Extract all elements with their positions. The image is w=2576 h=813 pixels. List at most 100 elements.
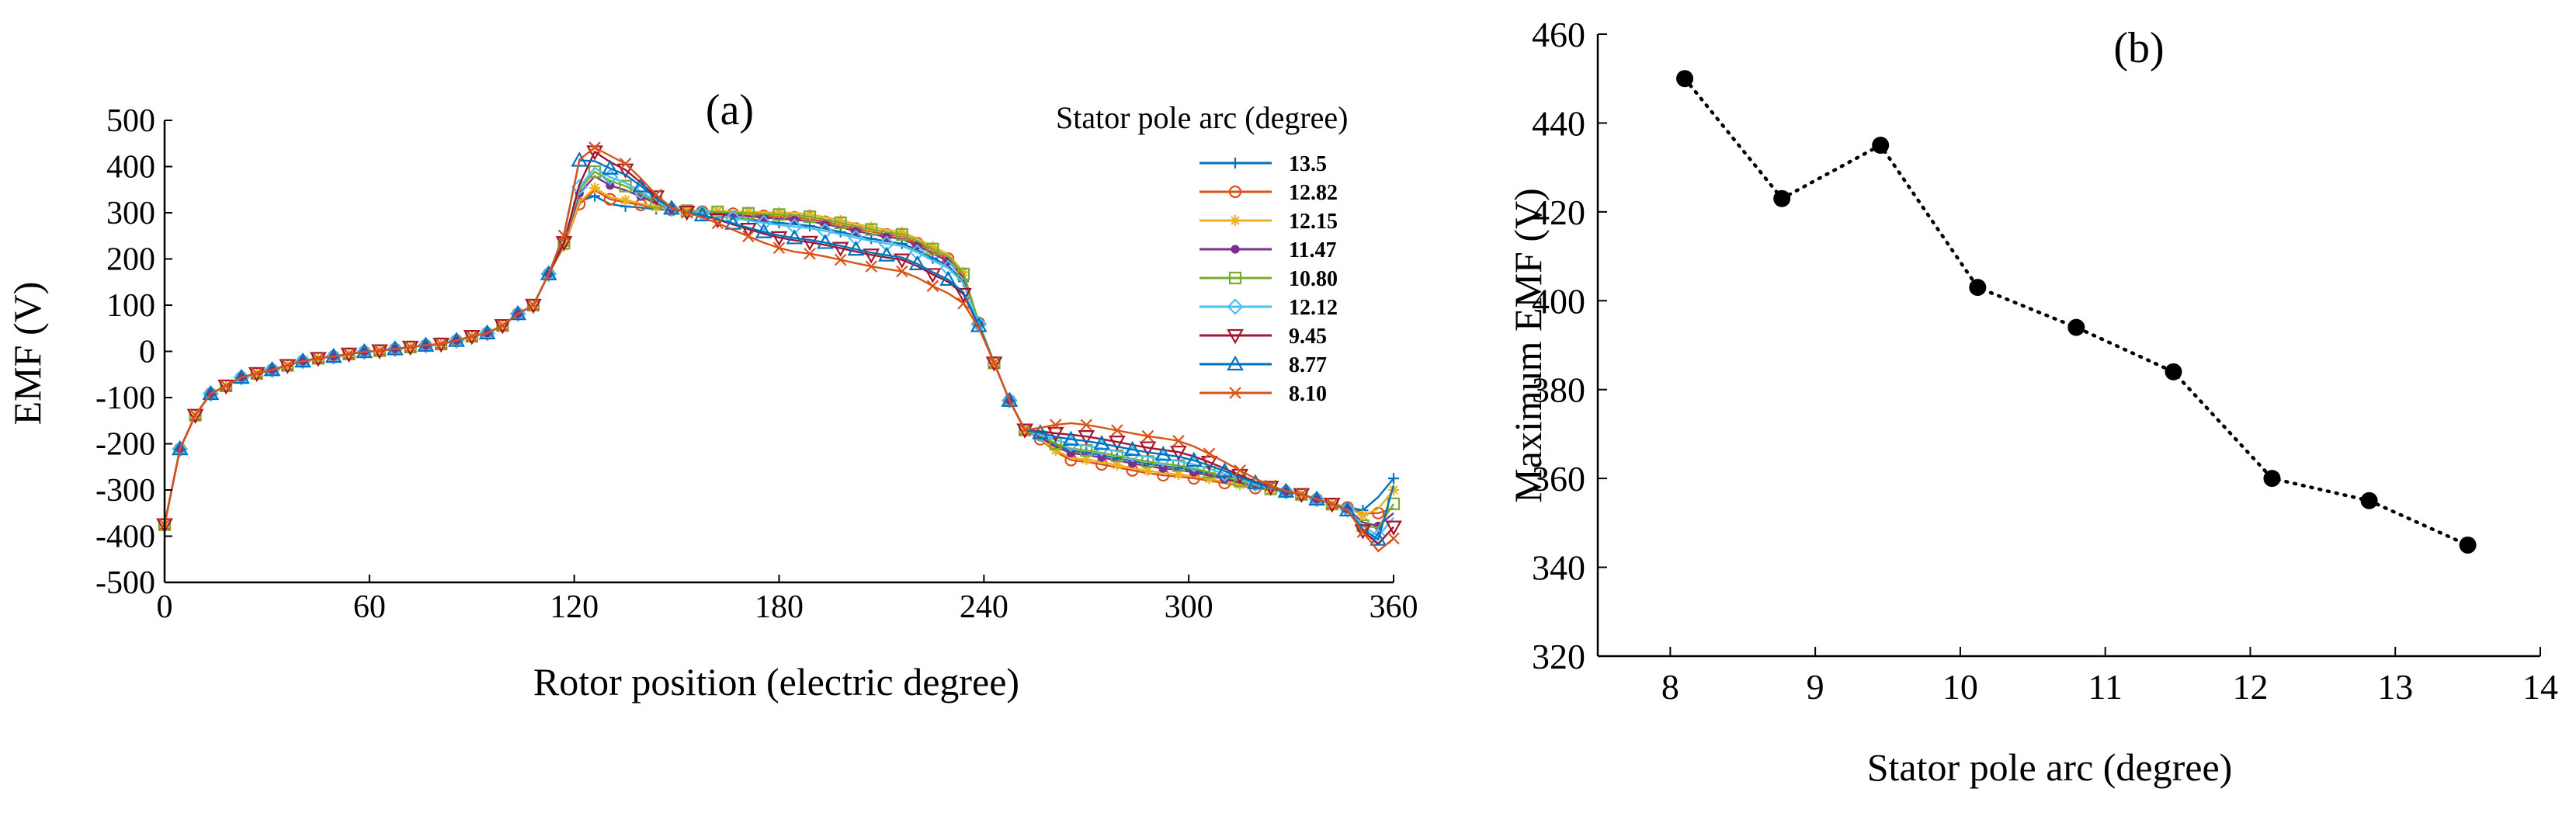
- data-point-marker: [373, 344, 386, 357]
- data-point-marker: [663, 200, 680, 217]
- panel-a-y-tick-label: 200: [106, 242, 155, 278]
- data-point-marker: [865, 260, 877, 273]
- data-point-marker: [741, 207, 755, 220]
- legend-item-13.5: 13.5: [1199, 152, 1327, 176]
- data-point-marker: [312, 352, 325, 365]
- data-point-marker: [171, 440, 189, 456]
- data-point-marker: [325, 348, 342, 365]
- data-point-marker: [816, 234, 834, 249]
- data-point-marker: [909, 244, 926, 261]
- data-point-marker: [755, 214, 772, 231]
- data-point-marker: [356, 343, 373, 360]
- data-point-marker: [770, 231, 788, 247]
- data-point-marker: [955, 287, 972, 304]
- data-point-marker: [1247, 474, 1264, 489]
- data-point-marker: [693, 206, 711, 222]
- legend-item-12.82: 12.82: [1199, 181, 1338, 205]
- panel-b-axes: [1596, 34, 2540, 658]
- data-point-marker: [1227, 328, 1244, 345]
- max-emf-point: [1773, 189, 1791, 207]
- panel-a-x-tick-label: 300: [1165, 589, 1213, 625]
- panel-a-y-tick-label: 400: [106, 150, 155, 186]
- legend-item-8.77: 8.77: [1199, 353, 1327, 377]
- data-point-marker: [1216, 462, 1234, 478]
- data-point-marker: [878, 246, 895, 262]
- data-point-marker: [786, 229, 804, 245]
- panel-a-y-tick-label: 500: [106, 103, 155, 139]
- data-point-marker: [988, 356, 1001, 370]
- data-point-marker: [1172, 468, 1184, 480]
- data-point-marker: [586, 145, 603, 161]
- data-point-marker: [957, 266, 969, 278]
- data-point-marker: [772, 208, 786, 221]
- data-point-marker: [1326, 498, 1338, 510]
- panel-a-x-tick-label: 180: [755, 589, 804, 625]
- data-point-marker: [1123, 440, 1141, 457]
- legend-label: 9.45: [1289, 325, 1327, 349]
- panel-a-y-tick-label: -100: [95, 380, 155, 416]
- panel-b-y-tick-label: 380: [1532, 370, 1585, 410]
- data-point-marker: [1172, 435, 1185, 447]
- legend-label: 13.5: [1289, 152, 1327, 176]
- data-point-marker: [294, 353, 311, 370]
- panel-b-x-tick-label: 10: [1942, 667, 1978, 707]
- data-point-marker: [835, 214, 846, 226]
- data-point-marker: [893, 253, 911, 269]
- max-emf-point: [2067, 318, 2085, 336]
- data-point-marker: [417, 337, 434, 354]
- panel-b-y-tick-label: 460: [1532, 15, 1585, 54]
- panel-b-x-tick-label: 13: [2377, 667, 2413, 707]
- max-emf-point: [1872, 137, 1890, 155]
- data-point-marker: [773, 207, 785, 218]
- legend-label: 12.15: [1289, 210, 1338, 234]
- data-point-marker: [1001, 391, 1019, 407]
- legend-label: 11.47: [1289, 238, 1336, 262]
- max-emf-point: [2459, 536, 2477, 554]
- data-point-marker: [926, 242, 939, 255]
- data-point-marker: [1141, 429, 1154, 443]
- data-point-marker: [1231, 245, 1240, 254]
- panel-a-emf-waveforms: 0 60 120 180 240 300 360 500 400 300 200 100 0 -100 -2…: [5, 86, 1418, 704]
- data-point-marker: [1388, 473, 1399, 485]
- data-point-marker: [1019, 423, 1031, 436]
- panel-a-x-tick-label: 240: [960, 589, 1009, 625]
- legend-item-9.45: 9.45: [1199, 325, 1327, 349]
- data-point-marker: [895, 228, 908, 241]
- data-point-marker: [1111, 424, 1123, 437]
- panel-b-x-tick-label: 8: [1661, 667, 1679, 707]
- data-point-marker: [1264, 479, 1277, 492]
- data-point-marker: [847, 240, 865, 256]
- data-point-marker: [957, 297, 970, 310]
- emf-series-group: [156, 141, 1402, 553]
- data-point-marker: [1370, 530, 1387, 546]
- data-point-marker: [186, 408, 204, 424]
- data-point-marker: [1066, 448, 1076, 458]
- data-point-marker: [804, 247, 816, 260]
- data-point-marker: [970, 317, 988, 332]
- data-point-marker: [1230, 215, 1241, 226]
- max-emf-point: [1969, 279, 1987, 297]
- panel-a-label: (a): [706, 86, 754, 134]
- panel-a-legend: Stator pole arc (degree) 13.5 12.82 12.15 1…: [1056, 100, 1348, 406]
- data-point-marker: [220, 380, 232, 392]
- panel-a-x-axis-label: Rotor position (electric degree): [533, 660, 1019, 704]
- data-point-marker: [956, 267, 970, 280]
- panel-a-x-tick-label: 0: [157, 589, 173, 625]
- data-point-marker: [601, 159, 619, 175]
- data-point-marker: [1200, 456, 1218, 471]
- data-point-marker: [927, 241, 939, 252]
- data-point-marker: [281, 359, 294, 372]
- data-point-marker: [632, 177, 650, 193]
- data-point-marker: [1229, 387, 1241, 399]
- data-point-marker: [540, 265, 557, 280]
- data-point-marker: [1078, 430, 1095, 446]
- data-point-marker: [755, 223, 772, 238]
- panel-b-y-tick-label: 340: [1532, 548, 1585, 588]
- data-point-marker: [1234, 464, 1246, 477]
- panel-a-x-tick-label: 120: [550, 589, 599, 625]
- panel-b-x-axis-label: Stator pole arc (degree): [1867, 745, 2233, 789]
- data-point-marker: [189, 408, 202, 422]
- data-point-marker: [1170, 446, 1187, 461]
- panel-a-y-tick-label: -300: [95, 473, 155, 509]
